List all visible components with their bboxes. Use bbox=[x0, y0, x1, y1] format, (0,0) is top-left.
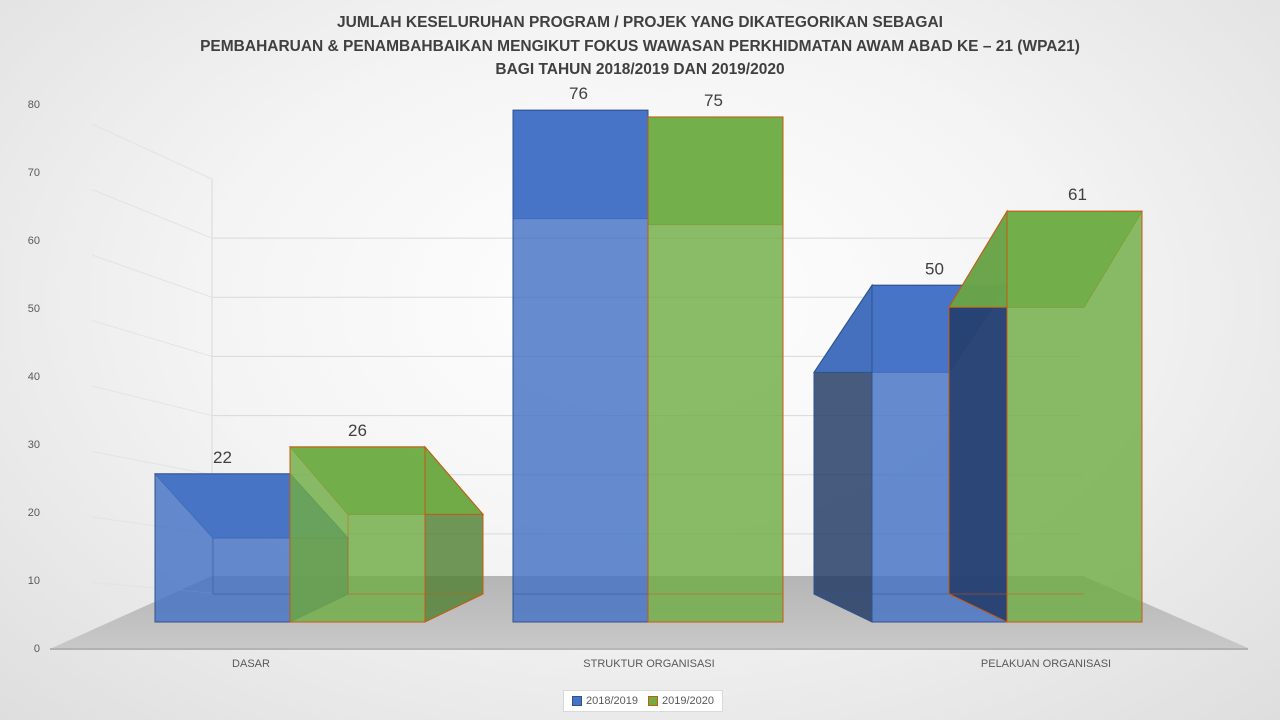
data-label-2018/2019-PELAKUAN ORGANISASI: 50 bbox=[925, 259, 944, 278]
legend-swatch-series-2 bbox=[648, 696, 658, 706]
category-label: PELAKUAN ORGANISASI bbox=[981, 658, 1111, 670]
side-gridline bbox=[91, 189, 213, 239]
bar-2019/2020-DASAR bbox=[288, 445, 485, 623]
legend: 2018/2019 2019/2020 bbox=[563, 690, 723, 712]
bar-front-face bbox=[289, 446, 426, 623]
y-tick-label: 0 bbox=[34, 643, 40, 655]
side-gridline bbox=[91, 385, 213, 417]
side-gridline bbox=[91, 123, 213, 180]
bar-2018/2019-STRUKTUR ORGANISASI bbox=[512, 109, 649, 623]
x-axis: DASAR STRUKTUR ORGANISASI PELAKUAN ORGANIS… bbox=[232, 658, 1111, 670]
y-tick-label: 10 bbox=[28, 575, 40, 587]
category-label: STRUKTUR ORGANISASI bbox=[583, 658, 714, 670]
bar-front-face bbox=[647, 116, 784, 623]
y-tick-label: 50 bbox=[28, 303, 40, 315]
bar-2019/2020-STRUKTUR ORGANISASI bbox=[647, 116, 784, 623]
y-tick-label: 70 bbox=[28, 167, 40, 179]
data-label-2019/2020-PELAKUAN ORGANISASI: 61 bbox=[1068, 185, 1087, 204]
chart-title: JUMLAH KESELURUHAN PROGRAM / PROJEK YANG… bbox=[200, 14, 1080, 78]
category-label: DASAR bbox=[232, 658, 270, 670]
bar-2019/2020-PELAKUAN ORGANISASI bbox=[948, 209, 1143, 623]
data-label-2018/2019-STRUKTUR ORGANISASI: 76 bbox=[569, 84, 588, 103]
bar-front-face bbox=[154, 473, 291, 623]
y-tick-label: 80 bbox=[28, 99, 40, 111]
bar-front-face bbox=[512, 109, 649, 623]
side-gridline bbox=[91, 254, 213, 298]
legend-label-series-2: 2019/2020 bbox=[662, 695, 714, 707]
legend-item-series-1[interactable]: 2018/2019 bbox=[572, 695, 638, 707]
data-label-2019/2020-STRUKTUR ORGANISASI: 75 bbox=[704, 91, 723, 110]
bars bbox=[153, 109, 1143, 623]
legend-swatch-series-1 bbox=[572, 696, 582, 706]
y-tick-label: 30 bbox=[28, 439, 40, 451]
y-tick-label: 40 bbox=[28, 371, 40, 383]
bar-front-face bbox=[1006, 210, 1143, 623]
legend-label-series-1: 2018/2019 bbox=[586, 695, 638, 707]
side-gridline bbox=[91, 320, 213, 357]
legend-item-series-2[interactable]: 2019/2020 bbox=[648, 695, 714, 707]
data-label-2018/2019-DASAR: 22 bbox=[213, 448, 232, 467]
chart-title-line-1: JUMLAH KESELURUHAN PROGRAM / PROJEK YANG… bbox=[337, 14, 943, 31]
y-tick-label: 60 bbox=[28, 235, 40, 247]
y-tick-label: 20 bbox=[28, 507, 40, 519]
chart-title-line-2: PEMBAHARUAN & PENAMBAHBAIKAN MENGIKUT FO… bbox=[200, 38, 1080, 55]
chart-title-line-3: BAGI TAHUN 2018/2019 DAN 2019/2020 bbox=[495, 61, 784, 78]
side-gridline bbox=[91, 451, 213, 476]
data-labels: 22 26 76 75 50 61 bbox=[213, 84, 1087, 467]
data-label-2019/2020-DASAR: 26 bbox=[348, 421, 367, 440]
